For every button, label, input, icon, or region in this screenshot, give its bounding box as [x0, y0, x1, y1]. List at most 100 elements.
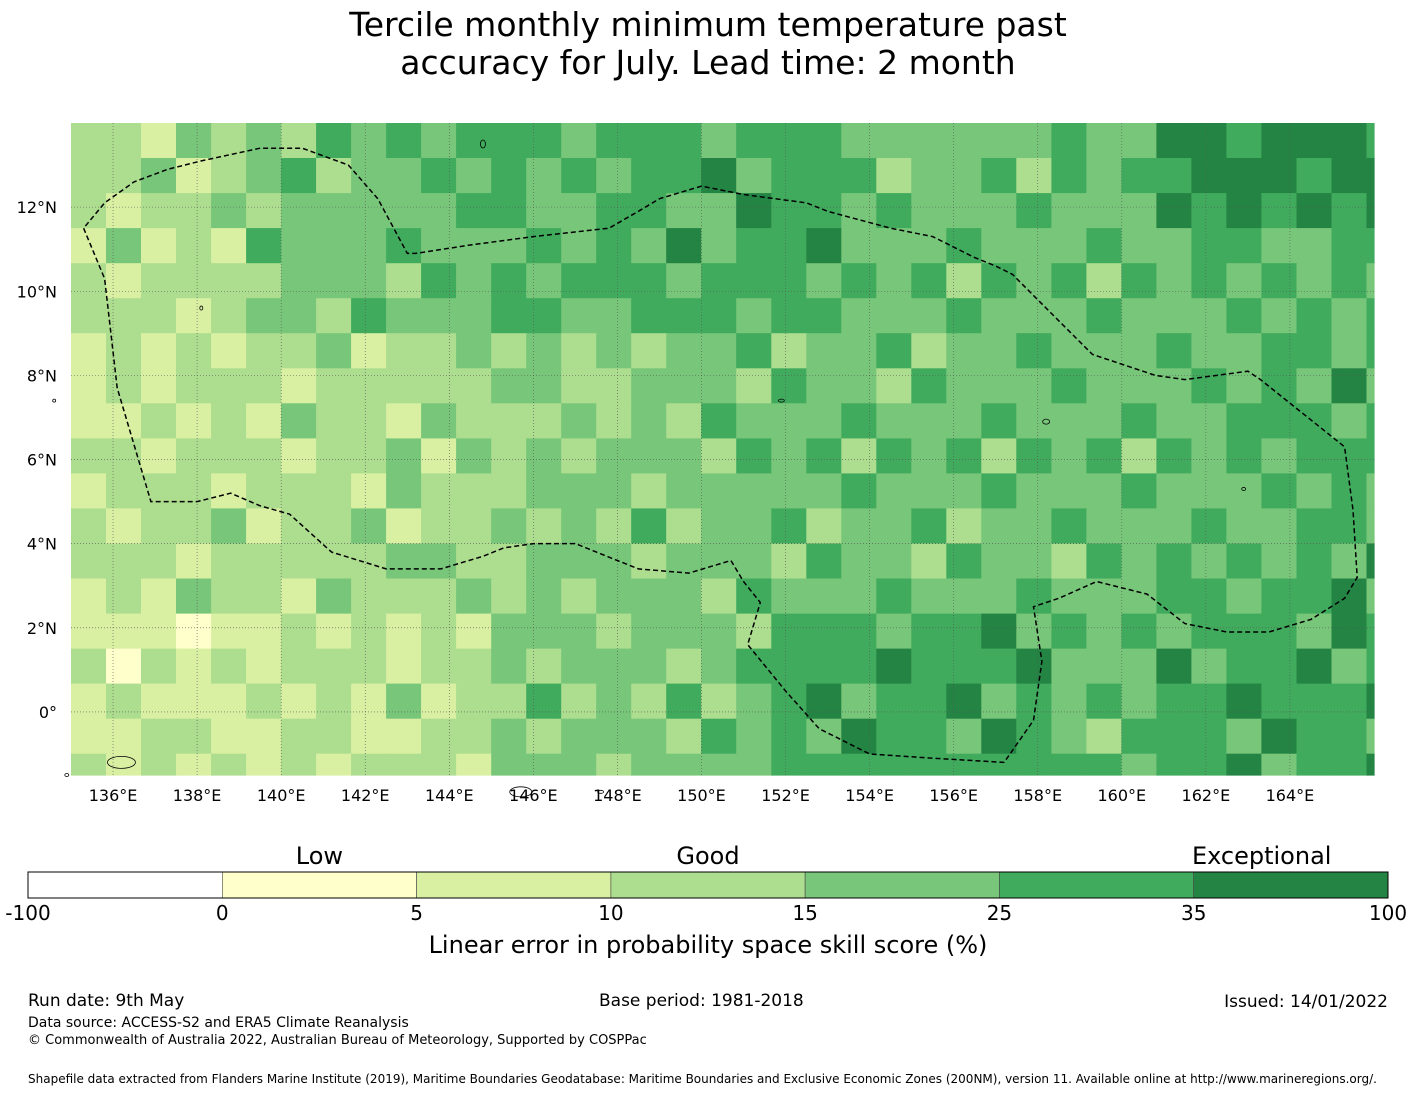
skill-cell: [631, 333, 667, 369]
skill-cell: [1261, 718, 1297, 755]
skill-cell: [526, 263, 562, 299]
skill-cell: [246, 543, 282, 580]
skill-cell: [176, 683, 212, 720]
skill-cell: [351, 333, 387, 369]
skill-cell: [71, 158, 107, 194]
skill-cell: [351, 718, 387, 755]
skill-cell: [1051, 473, 1087, 509]
skill-cell: [316, 263, 352, 299]
skill-cell: [736, 298, 772, 334]
skill-cell: [1296, 508, 1333, 544]
skill-cell: [211, 228, 247, 264]
skill-cell: [141, 228, 177, 264]
skill-cell: [1261, 543, 1297, 580]
skill-cell: [1331, 578, 1368, 615]
skill-cell: [806, 648, 842, 685]
colorbar-tick-label: 5: [410, 901, 423, 925]
skill-cell: [1051, 508, 1087, 544]
skill-cell: [666, 158, 702, 194]
skill-cell: [421, 438, 457, 474]
skill-cell: [771, 543, 807, 580]
skill-cell: [421, 368, 457, 404]
skill-cell: [806, 438, 842, 474]
longitude-label: 160°E: [1097, 786, 1146, 805]
skill-cell: [1261, 333, 1297, 369]
skill-cell: [141, 718, 177, 755]
skill-cell: [1261, 263, 1297, 299]
skill-cell: [1296, 648, 1333, 685]
island-outline: [64, 773, 70, 777]
skill-cell: [701, 403, 737, 439]
longitude-labels: 136°E 138°E 140°E 142°E 144°E 146°E 148°E 150°E…: [89, 786, 1315, 805]
skill-cell: [246, 648, 282, 685]
skill-cell: [1121, 333, 1157, 369]
skill-cell: [1156, 333, 1192, 369]
skill-cell: [946, 263, 982, 299]
skill-cell: [491, 578, 527, 615]
latitude-label: 10°N: [17, 282, 57, 301]
skill-cell: [526, 508, 562, 544]
skill-cell: [1156, 718, 1192, 755]
skill-cell: [106, 438, 142, 474]
skill-cell: [736, 228, 772, 264]
skill-cell: [1016, 333, 1052, 369]
longitude-label: 162°E: [1182, 786, 1231, 805]
skill-cell: [1086, 228, 1122, 264]
skill-cell: [1331, 298, 1368, 334]
skill-cell: [806, 683, 842, 720]
skill-cell: [281, 123, 317, 159]
skill-cell: [1191, 333, 1227, 369]
skill-cell: [946, 648, 982, 685]
skill-cell: [246, 228, 282, 264]
skill-cell: [281, 193, 317, 229]
skill-cell: [876, 613, 912, 650]
skill-cell: [526, 753, 562, 776]
skill-cell: [176, 298, 212, 334]
skill-cell: [841, 298, 877, 334]
skill-cell: [736, 543, 772, 580]
skill-cell: [946, 158, 982, 194]
skill-cell: [421, 613, 457, 650]
skill-cell: [456, 508, 492, 544]
skill-cell: [246, 263, 282, 299]
skill-cell: [806, 123, 842, 159]
run-date: Run date: 9th May: [28, 991, 185, 1011]
skill-cell: [1261, 368, 1297, 404]
skill-cell: [911, 718, 947, 755]
skill-cell: [841, 123, 877, 159]
skill-cell: [561, 613, 597, 650]
skill-cell: [1016, 298, 1052, 334]
graticule: [71, 123, 1374, 775]
skill-cell: [1191, 753, 1227, 776]
colorbar-category-label: Low: [295, 842, 344, 870]
skill-cell: [176, 578, 212, 615]
skill-cell: [1121, 438, 1157, 474]
skill-cell: [491, 158, 527, 194]
skill-cell: [841, 333, 877, 369]
skill-cell: [596, 438, 632, 474]
skill-cell: [176, 543, 212, 580]
skill-cell: [1296, 403, 1333, 439]
skill-cell: [1086, 473, 1122, 509]
skill-cell: [1366, 193, 1375, 229]
skill-cell: [1051, 718, 1087, 755]
skill-cell: [701, 648, 737, 685]
latitude-label: 12°N: [17, 198, 57, 217]
chart-title: Tercile monthly minimum temperature past…: [0, 6, 1416, 82]
skill-cell: [1331, 368, 1368, 404]
colorbar-segment: [416, 871, 612, 899]
skill-cell: [1261, 508, 1297, 544]
skill-cell: [806, 473, 842, 509]
skill-cell: [841, 438, 877, 474]
skill-cell: [666, 753, 702, 776]
skill-cell: [1086, 298, 1122, 334]
skill-cell: [841, 158, 877, 194]
skill-cell: [526, 578, 562, 615]
skill-cell: [141, 158, 177, 194]
skill-cell: [736, 123, 772, 159]
skill-cell: [1086, 648, 1122, 685]
skill-cell: [981, 368, 1017, 404]
skill-cell: [1296, 228, 1333, 264]
skill-cell: [71, 298, 107, 334]
skill-cell: [771, 753, 807, 776]
